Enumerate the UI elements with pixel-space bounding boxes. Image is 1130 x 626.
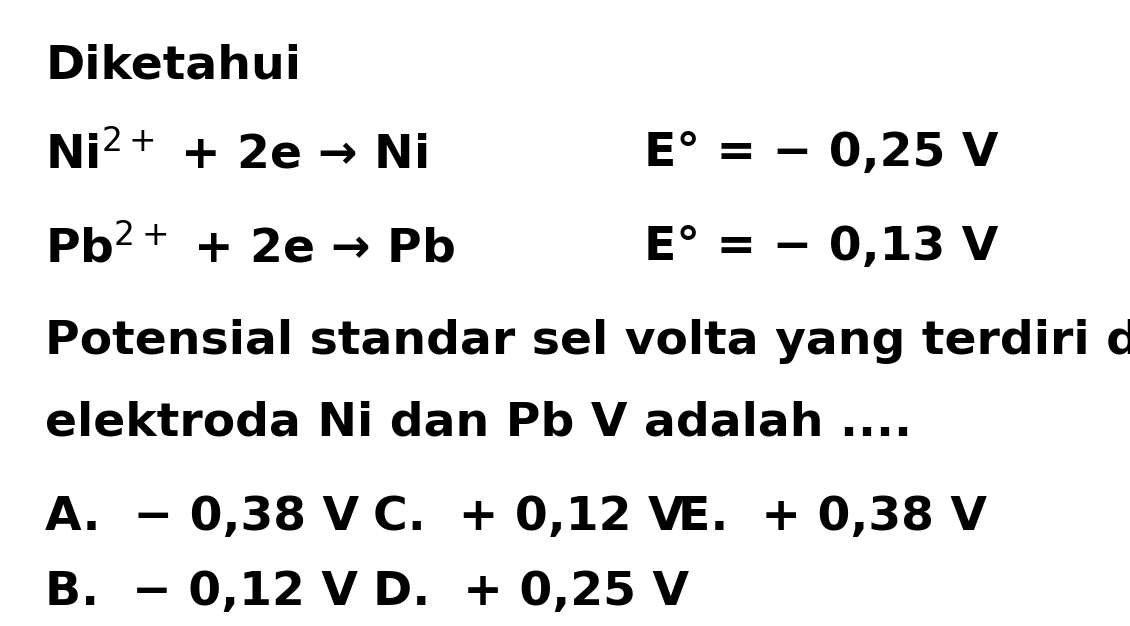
Text: Ni$^{2+}$ + 2e → Ni: Ni$^{2+}$ + 2e → Ni [45,131,428,178]
Text: Diketahui: Diketahui [45,44,302,89]
Text: B.  − 0,12 V: B. − 0,12 V [45,570,358,615]
Text: D.  + 0,25 V: D. + 0,25 V [373,570,689,615]
Text: elektroda Ni dan Pb V adalah ....: elektroda Ni dan Pb V adalah .... [45,401,912,446]
Text: C.  + 0,12 V: C. + 0,12 V [373,495,685,540]
Text: E.  + 0,38 V: E. + 0,38 V [678,495,986,540]
Text: Pb$^{2+}$ + 2e → Pb: Pb$^{2+}$ + 2e → Pb [45,225,455,272]
Text: E° = − 0,13 V: E° = − 0,13 V [644,225,999,270]
Text: Potensial standar sel volta yang terdiri dari: Potensial standar sel volta yang terdiri… [45,319,1130,364]
Text: A.  − 0,38 V: A. − 0,38 V [45,495,359,540]
Text: E° = − 0,25 V: E° = − 0,25 V [644,131,999,177]
